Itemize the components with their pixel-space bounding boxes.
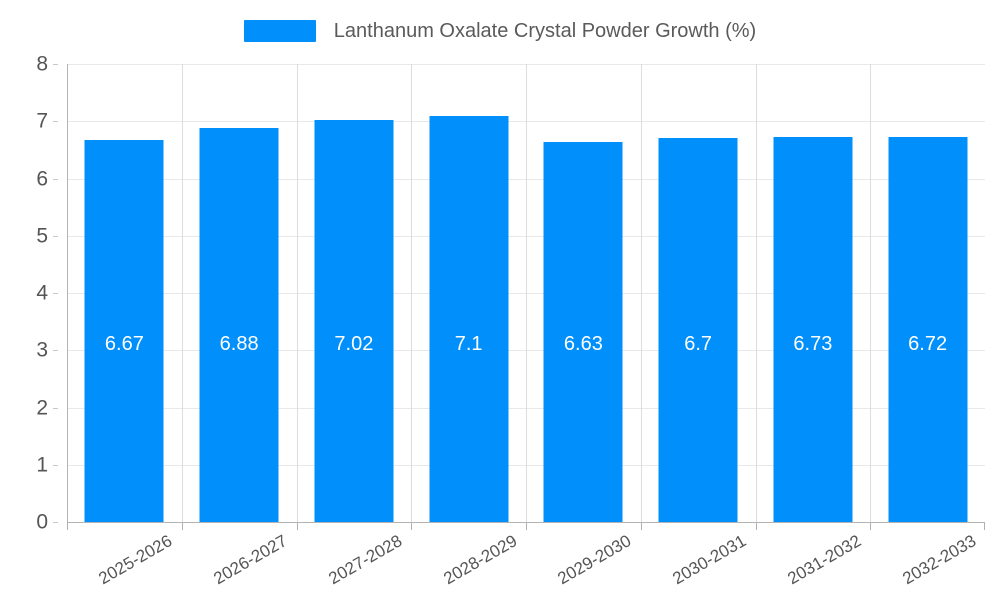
y-axis-tick-mark: [53, 178, 58, 180]
x-axis-tick-label: 2032-2033: [899, 531, 979, 589]
legend-item-label: Lanthanum Oxalate Crystal Powder Growth …: [333, 20, 757, 42]
bar-value-label: 6.63: [563, 333, 603, 355]
y-axis-tick-mark: [53, 121, 58, 123]
bar-value-label: 6.73: [793, 333, 833, 355]
y-axis-tick-mark: [53, 522, 58, 523]
bar-slot: 7.02: [297, 64, 412, 522]
bar-slot: 6.88: [182, 64, 297, 522]
x-axis-tick-label: 2029-2030: [554, 531, 634, 589]
bar-slot: 7.1: [411, 64, 526, 522]
bar[interactable]: [429, 115, 509, 522]
bar[interactable]: [773, 136, 853, 522]
y-axis-tick-label: 7: [36, 109, 48, 133]
bar-value-label: 6.67: [104, 333, 144, 355]
bar-value-label: 6.72: [908, 333, 948, 355]
x-axis-tick-label: 2026-2027: [210, 531, 290, 589]
y-axis-tick-mark: [53, 350, 58, 352]
y-axis-tick-mark: [53, 464, 58, 466]
x-axis-ticks: [67, 523, 985, 530]
x-axis-tick-mark: [526, 523, 527, 530]
bar[interactable]: [888, 137, 968, 522]
bar[interactable]: [314, 120, 394, 522]
x-axis-tick-mark: [641, 523, 642, 530]
x-axis-line: [67, 522, 985, 523]
y-axis-tick-mark: [53, 64, 58, 65]
bar-slot: 6.73: [756, 64, 871, 522]
bar-value-label: 6.7: [684, 333, 713, 355]
legend-color-swatch-icon: [243, 20, 316, 42]
y-axis-tick-label: 0: [36, 510, 48, 534]
y-axis-tick-label: 3: [36, 338, 48, 362]
plot-area: 6.67 6.88 7.02 7.1 6.63 6.7 6.73 6.72: [67, 64, 985, 523]
x-axis-tick-mark: [182, 523, 183, 530]
x-axis-tick-mark: [870, 523, 871, 530]
y-axis-tick-label: 6: [36, 167, 48, 190]
x-axis-tick-label: 2025-2026: [95, 531, 175, 589]
y-axis-line: [67, 64, 68, 522]
bar-slot: 6.67: [67, 64, 182, 522]
y-axis-labels: 0 1 2 3 4 5 6 7 8: [0, 54, 58, 533]
x-axis-tick-label: 2030-2031: [669, 531, 749, 589]
x-axis-tick-mark: [67, 523, 68, 530]
bar-value-label: 6.88: [219, 333, 259, 355]
bar[interactable]: [543, 142, 623, 522]
y-axis-tick-label: 8: [36, 52, 48, 76]
y-axis-tick-mark: [53, 235, 58, 237]
bar-value-label: 7.02: [334, 333, 374, 355]
bar[interactable]: [199, 128, 279, 522]
y-axis-tick-mark: [53, 293, 58, 294]
y-axis-tick-label: 5: [36, 224, 48, 248]
y-axis-tick-mark: [53, 407, 58, 409]
x-axis-labels: 2025-2026 2026-2027 2027-2028 2028-2029 2029…: [67, 530, 985, 600]
x-axis-tick-mark: [411, 523, 412, 530]
bar-series: 6.67 6.88 7.02 7.1 6.63 6.7 6.73 6.72: [67, 64, 985, 522]
y-axis-tick-label: 2: [36, 396, 48, 419]
legend-item-series-0[interactable]: Lanthanum Oxalate Crystal Powder Growth …: [243, 20, 757, 42]
x-axis-tick-mark: [984, 523, 985, 530]
bar-slot: 6.63: [526, 64, 641, 522]
y-axis-tick-label: 1: [36, 453, 48, 477]
x-axis-tick-mark: [756, 523, 757, 530]
chart-legend: Lanthanum Oxalate Crystal Powder Growth …: [0, 14, 1000, 48]
y-axis-tick-label: 4: [36, 281, 48, 305]
x-axis-tick-label: 2027-2028: [325, 531, 405, 589]
bar-slot: 6.72: [870, 64, 985, 522]
x-axis-tick-label: 2031-2032: [784, 531, 864, 589]
x-axis-tick-label: 2028-2029: [440, 531, 520, 589]
bar-value-label: 7.1: [454, 333, 483, 355]
bar[interactable]: [658, 138, 738, 522]
bar[interactable]: [84, 140, 164, 522]
bar-slot: 6.7: [641, 64, 756, 522]
x-axis-tick-mark: [297, 523, 298, 530]
